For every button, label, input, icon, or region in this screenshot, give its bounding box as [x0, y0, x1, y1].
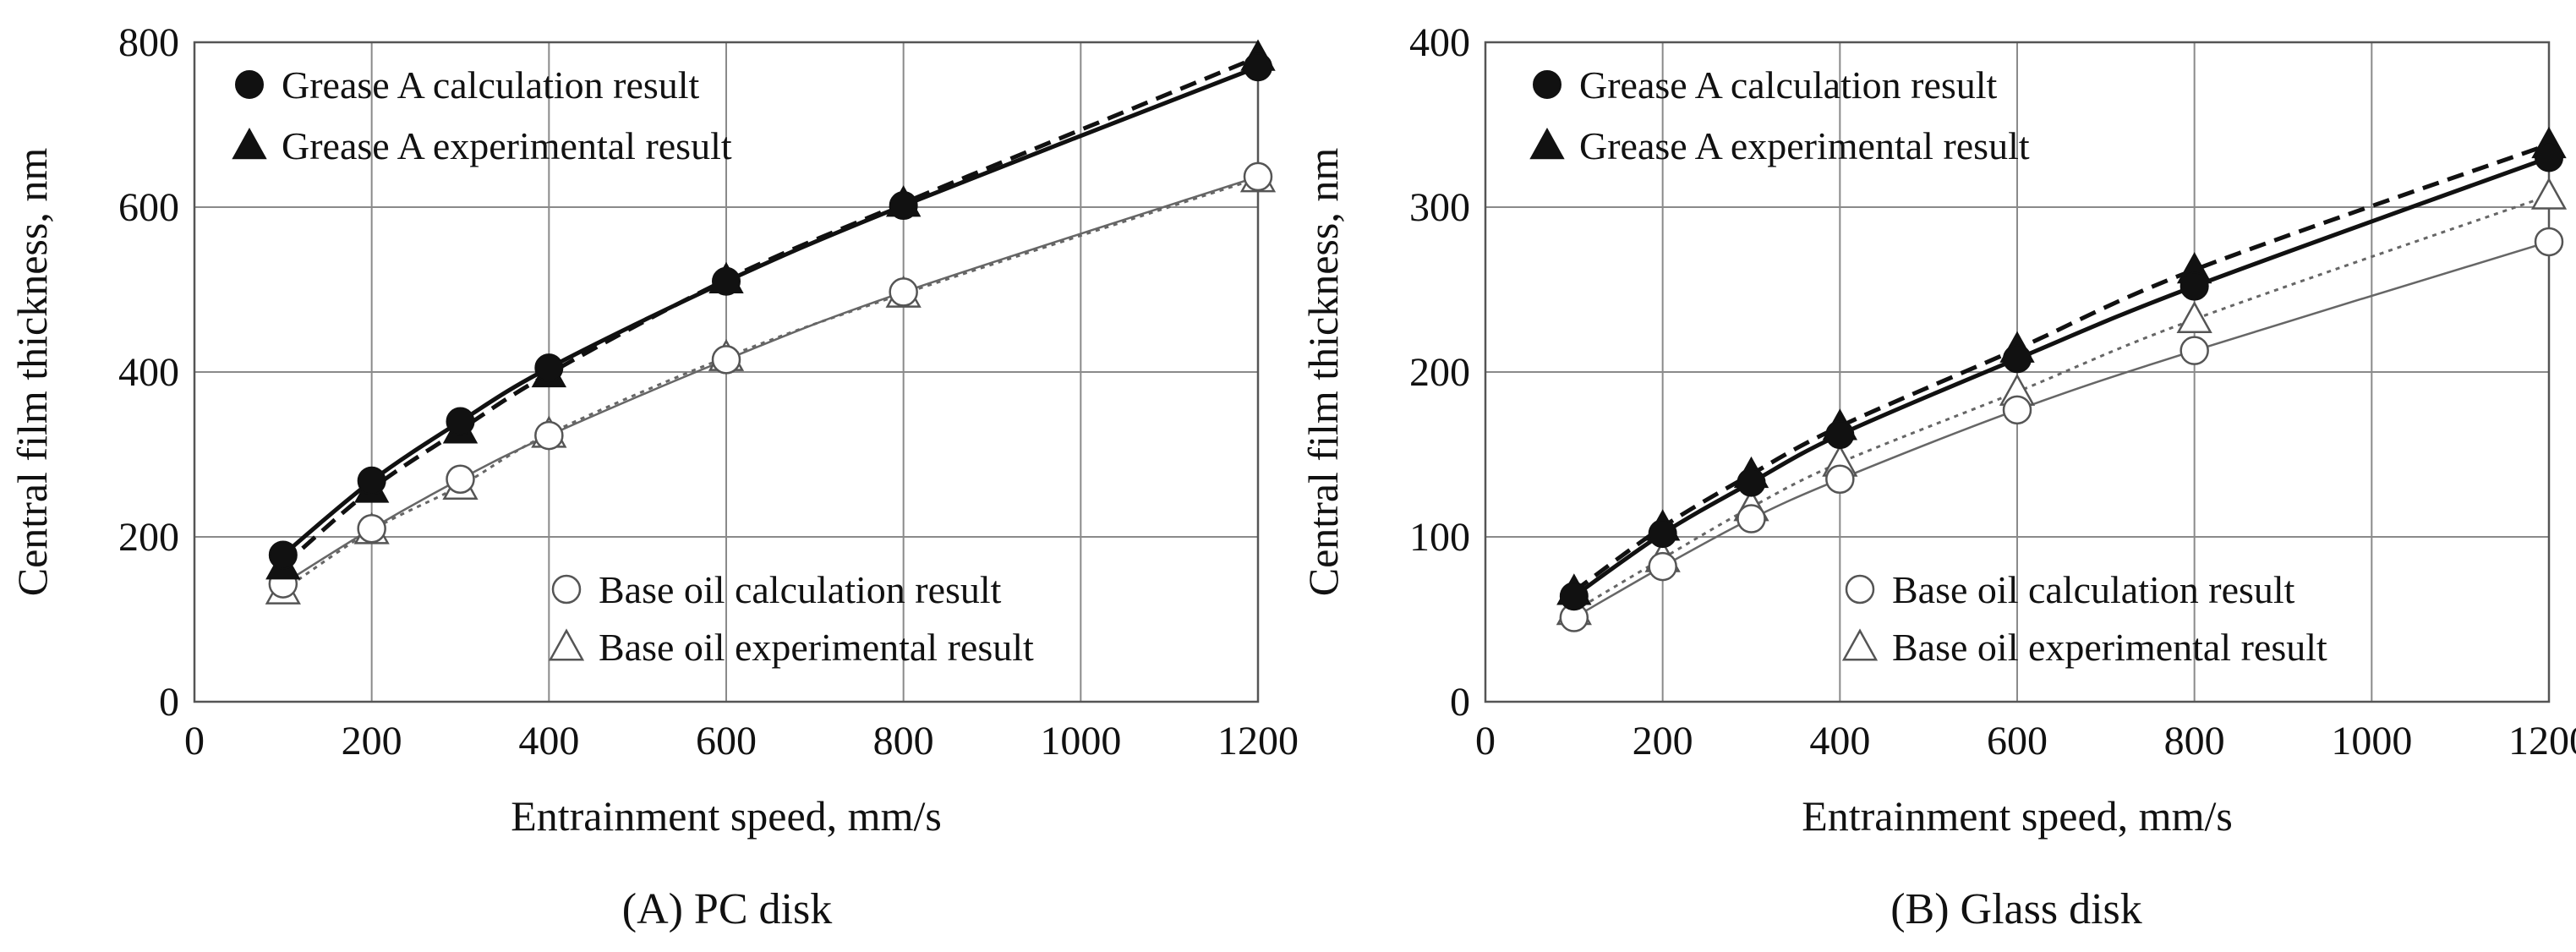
series-line-open-circle: [1573, 240, 2550, 619]
data-point-open-circle: [889, 277, 918, 307]
series-line-open-circle: [282, 175, 1259, 585]
data-point-filled-circle: [357, 466, 386, 495]
plot-frame: [193, 41, 1260, 703]
x-axis-label: Entrainment speed, mm/s: [511, 792, 942, 840]
data-point-open-triangle: [2530, 177, 2568, 210]
series-line-filled-circle: [1572, 156, 2550, 599]
data-point-filled-circle: [1648, 519, 1677, 549]
data-point-filled-circle: [1825, 420, 1855, 450]
legend-marker-filled-circle: [1533, 70, 1561, 99]
data-point-open-circle: [1825, 464, 1855, 494]
data-point-filled-circle: [1244, 52, 1272, 82]
series-line-open-triangle: [282, 177, 1259, 592]
legend-label: Grease A experimental result: [1579, 124, 2030, 167]
x-tick-label: 400: [518, 719, 579, 763]
data-point-filled-circle: [712, 266, 741, 296]
x-tick-label: 600: [696, 719, 757, 763]
y-tick-label: 800: [118, 20, 179, 65]
x-tick-label: 0: [1475, 719, 1496, 763]
data-point-filled-circle: [2179, 271, 2209, 301]
x-tick-label: 1000: [2331, 719, 2412, 763]
data-point-filled-circle: [889, 191, 918, 221]
data-point-open-triangle: [2176, 301, 2212, 334]
legend-grease: Grease A calculation result Grease A expe…: [1529, 63, 2030, 167]
data-point-open-circle: [1648, 551, 1677, 582]
data-point-filled-circle: [534, 353, 564, 383]
y-tick-label: 300: [1409, 185, 1470, 230]
x-tick-label: 0: [184, 719, 205, 763]
x-tick-label: 600: [1987, 719, 2048, 763]
panel-caption: (B) Glass disk: [1890, 885, 2142, 933]
data-point-filled-circle: [2535, 143, 2563, 172]
chart-panel-1: 0 200 400 600 800 1000 1200 0 200 400 600 800 Entrai…: [8, 20, 1299, 933]
legend-marker-filled-circle: [235, 70, 264, 99]
x-tick-label: 400: [1809, 719, 1870, 763]
legend-base-oil: Base oil calculation result Base oil expe…: [1841, 568, 2327, 669]
legend-grease: Grease A calculation result Grease A expe…: [232, 63, 732, 167]
data-point-open-circle: [534, 420, 564, 451]
y-tick-label: 400: [1409, 20, 1470, 65]
y-tick-label: 100: [1409, 515, 1470, 560]
data-point-open-circle: [1736, 504, 1766, 533]
legend-base-oil: Base oil calculation result Base oil expe…: [548, 568, 1034, 669]
data-point-filled-circle: [446, 407, 475, 436]
data-point-filled-circle: [2003, 344, 2032, 374]
legend-label: Base oil calculation result: [1892, 568, 2295, 611]
data-point-filled-circle: [1559, 582, 1589, 611]
x-tick-label: 1200: [2508, 719, 2576, 763]
legend-marker-open-circle: [551, 574, 582, 605]
legend-marker-filled-triangle: [232, 127, 267, 160]
chart-panel-2: 0 200 400 600 800 1000 1200 0 100 200 300 400 Entrai…: [1299, 20, 2576, 933]
y-tick-label: 400: [118, 350, 179, 395]
y-tick-label: 0: [1450, 680, 1470, 725]
legend-marker-open-circle: [1845, 574, 1875, 605]
legend-label: Base oil experimental result: [599, 626, 1034, 669]
x-tick-label: 200: [342, 719, 402, 763]
legend-marker-open-triangle: [1841, 628, 1879, 661]
x-tick-label: 200: [1633, 719, 1693, 763]
x-axis-label: Entrainment speed, mm/s: [1802, 792, 2233, 840]
y-tick-label: 0: [159, 680, 179, 725]
y-axis-label: Central film thickness, nm: [8, 148, 56, 597]
data-point-open-circle: [2534, 227, 2564, 257]
legend-label: Grease A calculation result: [282, 63, 700, 107]
series-line-open-triangle: [1573, 194, 2550, 613]
data-point-open-circle: [2179, 336, 2209, 365]
legend-marker-open-triangle: [548, 628, 585, 661]
x-tick-label: 800: [2164, 719, 2225, 763]
data-point-open-circle: [1243, 161, 1273, 192]
data-point-open-circle: [446, 464, 475, 494]
y-tick-label: 200: [1409, 350, 1470, 395]
plot-frame: [1484, 41, 2551, 703]
y-tick-label: 600: [118, 185, 179, 230]
data-point-open-circle: [357, 514, 386, 544]
data-point-open-circle: [711, 345, 741, 375]
legend-label: Base oil calculation result: [599, 568, 1002, 611]
legend-marker-filled-triangle: [1529, 127, 1565, 160]
panel-caption: (A) PC disk: [622, 885, 832, 933]
y-tick-label: 200: [118, 515, 179, 560]
x-tick-label: 800: [873, 719, 934, 763]
legend-label: Base oil experimental result: [1892, 626, 2327, 669]
x-tick-label: 1000: [1040, 719, 1121, 763]
series-line-filled-circle: [282, 64, 1259, 557]
data-point-filled-circle: [268, 540, 298, 570]
legend-label: Grease A calculation result: [1579, 63, 1998, 107]
legend-label: Grease A experimental result: [282, 124, 732, 167]
y-axis-label: Central film thickness, nm: [1299, 148, 1347, 597]
x-tick-label: 1200: [1217, 719, 1299, 763]
data-point-filled-circle: [1736, 468, 1766, 497]
data-point-open-circle: [2002, 395, 2032, 425]
